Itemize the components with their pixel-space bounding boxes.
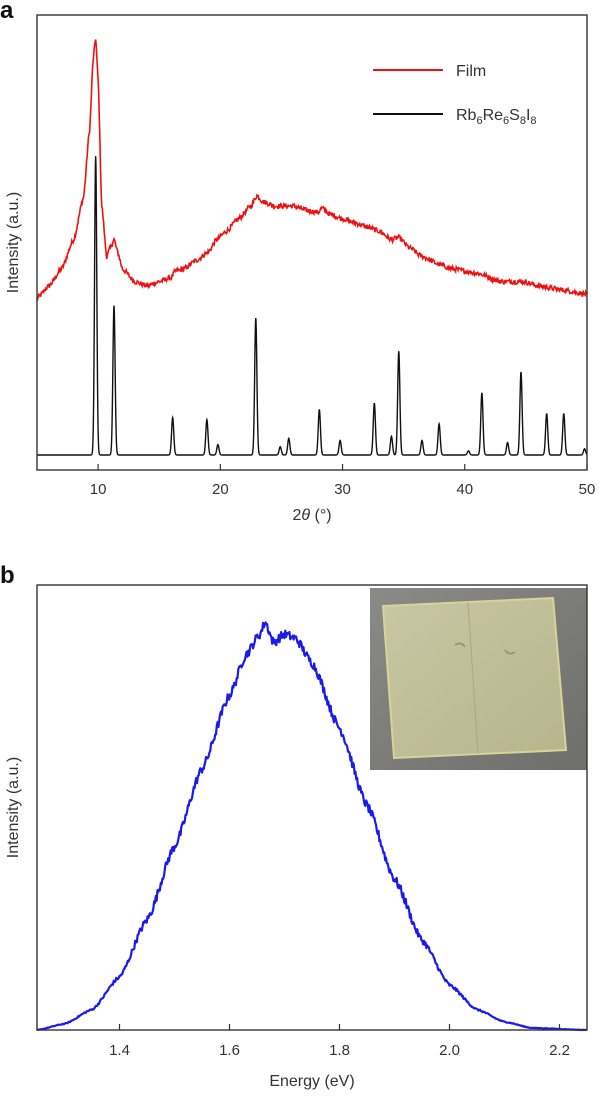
pl-spectrum-line: [36, 621, 587, 1032]
x-axis-label: Energy (eV): [269, 1073, 354, 1090]
x-tick-label: 20: [212, 481, 229, 498]
panel-b-pl-chart: 1.4 1.6 1.8 2.0 2.2 Energy (eV) Intensity (a.u…: [5, 584, 588, 1090]
panel-a-axes-frame: [36, 14, 588, 471]
photo-film-marks: [454, 642, 516, 655]
panel-letter-b: b: [0, 562, 15, 589]
y-axis-label: Intensity (a.u.): [5, 757, 22, 858]
inset-film-photo: [370, 588, 587, 770]
x-tick-label: 10: [90, 481, 107, 498]
x-tick-label: 2.0: [439, 1042, 460, 1059]
legend-reference-label: Rb6Re6S8I8: [456, 107, 537, 127]
film-series-line: [36, 39, 588, 302]
x-tick-label: 40: [456, 481, 473, 498]
panel-letter-a: a: [0, 0, 14, 24]
reference-pattern-line: [37, 156, 588, 456]
x-tick-label: 1.6: [219, 1042, 240, 1059]
x-tick-label: 30: [334, 481, 351, 498]
x-axis-label: 2θ (°): [292, 507, 331, 524]
panel-a-xrd-chart: 10 20 30 40 50 2θ (°) Intensity (a.u.) Film Rb6R…: [5, 14, 596, 524]
x-tick-label: 2.2: [549, 1042, 570, 1059]
y-axis-label: Intensity (a.u.): [5, 192, 22, 293]
panel-b-axes-frame: [36, 584, 588, 1031]
x-tick-label: 1.4: [109, 1042, 130, 1059]
legend-film-label: Film: [456, 63, 486, 80]
photo-film-sample: [381, 596, 568, 760]
x-tick-label: 1.8: [329, 1042, 350, 1059]
photo-film-crease: [467, 601, 479, 755]
x-tick-label: 50: [579, 481, 596, 498]
